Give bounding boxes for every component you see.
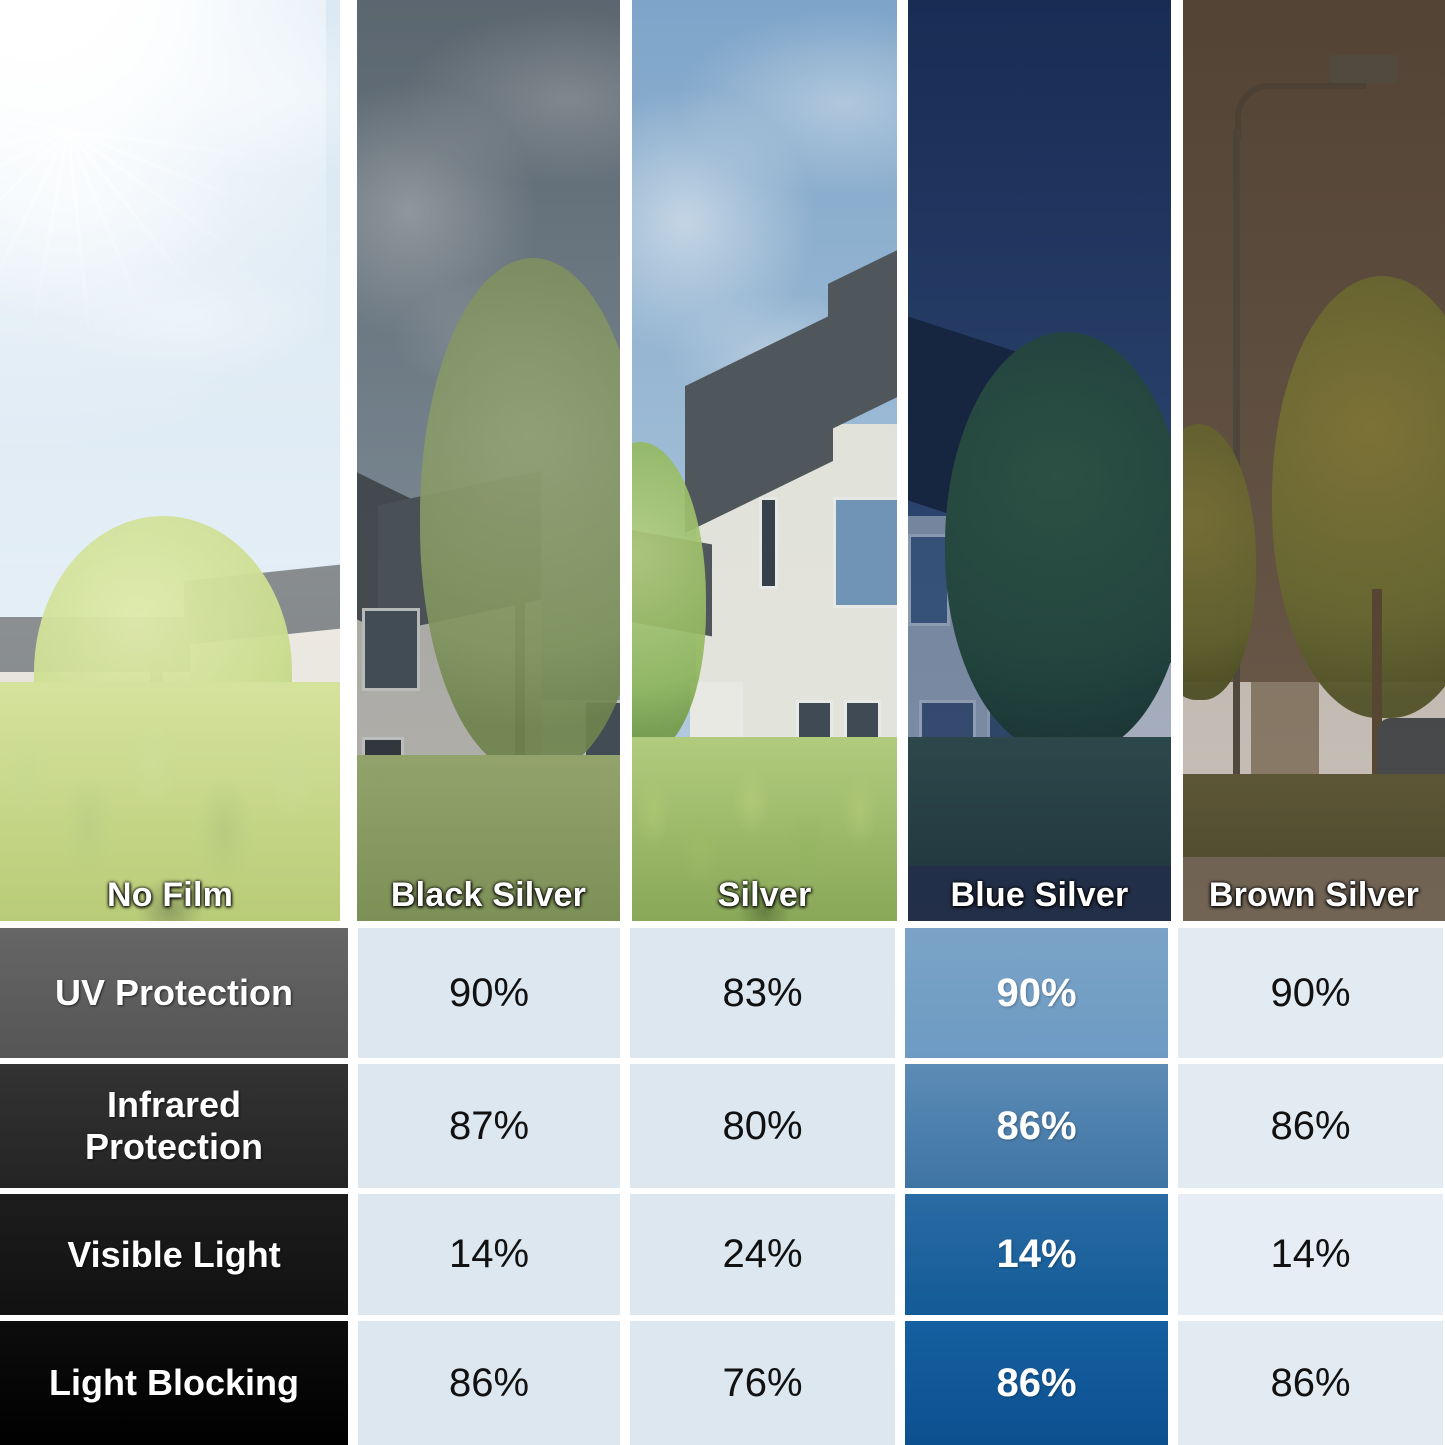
cell-ir-silver: 80% (630, 1064, 895, 1188)
column-gap (620, 1064, 630, 1188)
tree-crown (1272, 276, 1445, 719)
cell-lb-silver: 76% (630, 1321, 895, 1445)
sun-flare-icon (0, 0, 327, 498)
cell-value: 90% (448, 970, 530, 1015)
cell-ir-black-silver: 87% (358, 1064, 620, 1188)
preview-panel-silver: Silver (632, 0, 897, 921)
column-gap (895, 1194, 905, 1315)
cell-lb-black-silver: 86% (358, 1321, 620, 1445)
cell-value: 90% (1270, 970, 1351, 1015)
row-label-text-line2: Protection (84, 1126, 263, 1167)
cell-value: 86% (448, 1360, 530, 1405)
cell-uv-brown-silver: 90% (1178, 928, 1443, 1058)
row-label-text: Light Blocking (49, 1362, 299, 1404)
cell-vl-black-silver: 14% (358, 1194, 620, 1315)
scene-no-film (0, 0, 340, 921)
cell-value: 87% (448, 1103, 530, 1148)
lamp-head (1329, 55, 1398, 83)
column-gap (348, 928, 358, 1058)
panel-divider (620, 0, 632, 921)
window (833, 497, 897, 608)
preview-panel-brown-silver: Brown Silver (1183, 0, 1445, 921)
window (759, 497, 778, 590)
sidewalk (1183, 856, 1445, 921)
lamp-arm (1235, 82, 1367, 139)
column-gap (1168, 1194, 1178, 1315)
cell-value: 86% (1270, 1103, 1351, 1148)
row-gap (0, 1315, 1443, 1321)
tree-crown (420, 257, 620, 774)
column-gap (1168, 928, 1178, 1058)
row-label-text: Visible Light (67, 1233, 281, 1275)
scene-blue-silver (908, 0, 1171, 921)
cell-uv-silver: 83% (630, 928, 895, 1058)
column-gap (1168, 1321, 1178, 1445)
cell-ir-brown-silver: 86% (1178, 1064, 1443, 1188)
hedge-texture (632, 736, 897, 921)
cell-uv-black-silver: 90% (358, 928, 620, 1058)
row-label-visible-light: Visible Light (0, 1194, 348, 1315)
column-gap (620, 1321, 630, 1445)
panel-divider (1171, 0, 1183, 921)
column-gap (895, 1064, 905, 1188)
column-gap (620, 1194, 630, 1315)
hedge (357, 755, 620, 921)
row-label-text: UV Protection (54, 972, 294, 1014)
row-label-uv-protection: UV Protection (0, 928, 348, 1058)
scene-silver (632, 0, 897, 921)
tree-trunk (1371, 589, 1383, 866)
cell-value: 14% (1270, 1232, 1351, 1276)
tree-crown (944, 331, 1171, 756)
cell-value: 24% (722, 1232, 803, 1276)
road (908, 865, 1171, 921)
cell-value: 14% (448, 1232, 530, 1276)
hedge-texture (0, 681, 340, 921)
cell-vl-blue-silver: 14% (905, 1194, 1168, 1315)
window (908, 534, 951, 627)
cell-value: 80% (722, 1103, 803, 1148)
column-gap (1168, 1064, 1178, 1188)
cell-value: 86% (996, 1360, 1077, 1405)
row-gap (0, 1188, 1443, 1194)
panel-caption: Silver (717, 876, 812, 914)
cell-vl-silver: 24% (630, 1194, 895, 1315)
preview-panel-blue-silver: Blue Silver (908, 0, 1171, 921)
column-gap (620, 928, 630, 1058)
column-gap (348, 1064, 358, 1188)
cell-value: 83% (722, 970, 803, 1015)
specs-comparison-table: UV Protection 90% 83% 90% 90% Infrared P… (0, 928, 1445, 1445)
panel-caption: Black Silver (390, 876, 587, 914)
preview-panel-no-film: No Film (0, 0, 340, 921)
row-gap (0, 1058, 1443, 1064)
cell-value: 90% (996, 970, 1077, 1015)
scene-brown-silver (1183, 0, 1445, 921)
cell-value: 76% (722, 1360, 803, 1405)
film-preview-strip: No Film Black Silver (0, 0, 1445, 921)
panel-caption: Blue Silver (950, 876, 1129, 914)
cell-lb-brown-silver: 86% (1178, 1321, 1443, 1445)
column-gap (895, 1321, 905, 1445)
cell-lb-blue-silver: 86% (905, 1321, 1168, 1445)
row-label-text-line1: Infrared (106, 1084, 242, 1126)
row-label-light-blocking: Light Blocking (0, 1321, 348, 1445)
cell-ir-blue-silver: 86% (905, 1064, 1168, 1188)
column-gap (348, 1321, 358, 1445)
cell-value: 86% (1270, 1360, 1351, 1405)
preview-panel-black-silver: Black Silver (357, 0, 620, 921)
scene-black-silver (357, 0, 620, 921)
window (362, 607, 421, 691)
cell-value: 14% (996, 1232, 1077, 1276)
column-gap (348, 1194, 358, 1315)
panel-caption: Brown Silver (1208, 876, 1420, 914)
column-gap (895, 928, 905, 1058)
panel-caption: No Film (106, 876, 234, 914)
cell-value: 86% (996, 1103, 1077, 1148)
panel-divider (340, 0, 357, 921)
cell-vl-brown-silver: 14% (1178, 1194, 1443, 1315)
cell-uv-blue-silver: 90% (905, 928, 1168, 1058)
panel-divider (897, 0, 908, 921)
row-label-infrared-protection: Infrared Protection (0, 1064, 348, 1188)
